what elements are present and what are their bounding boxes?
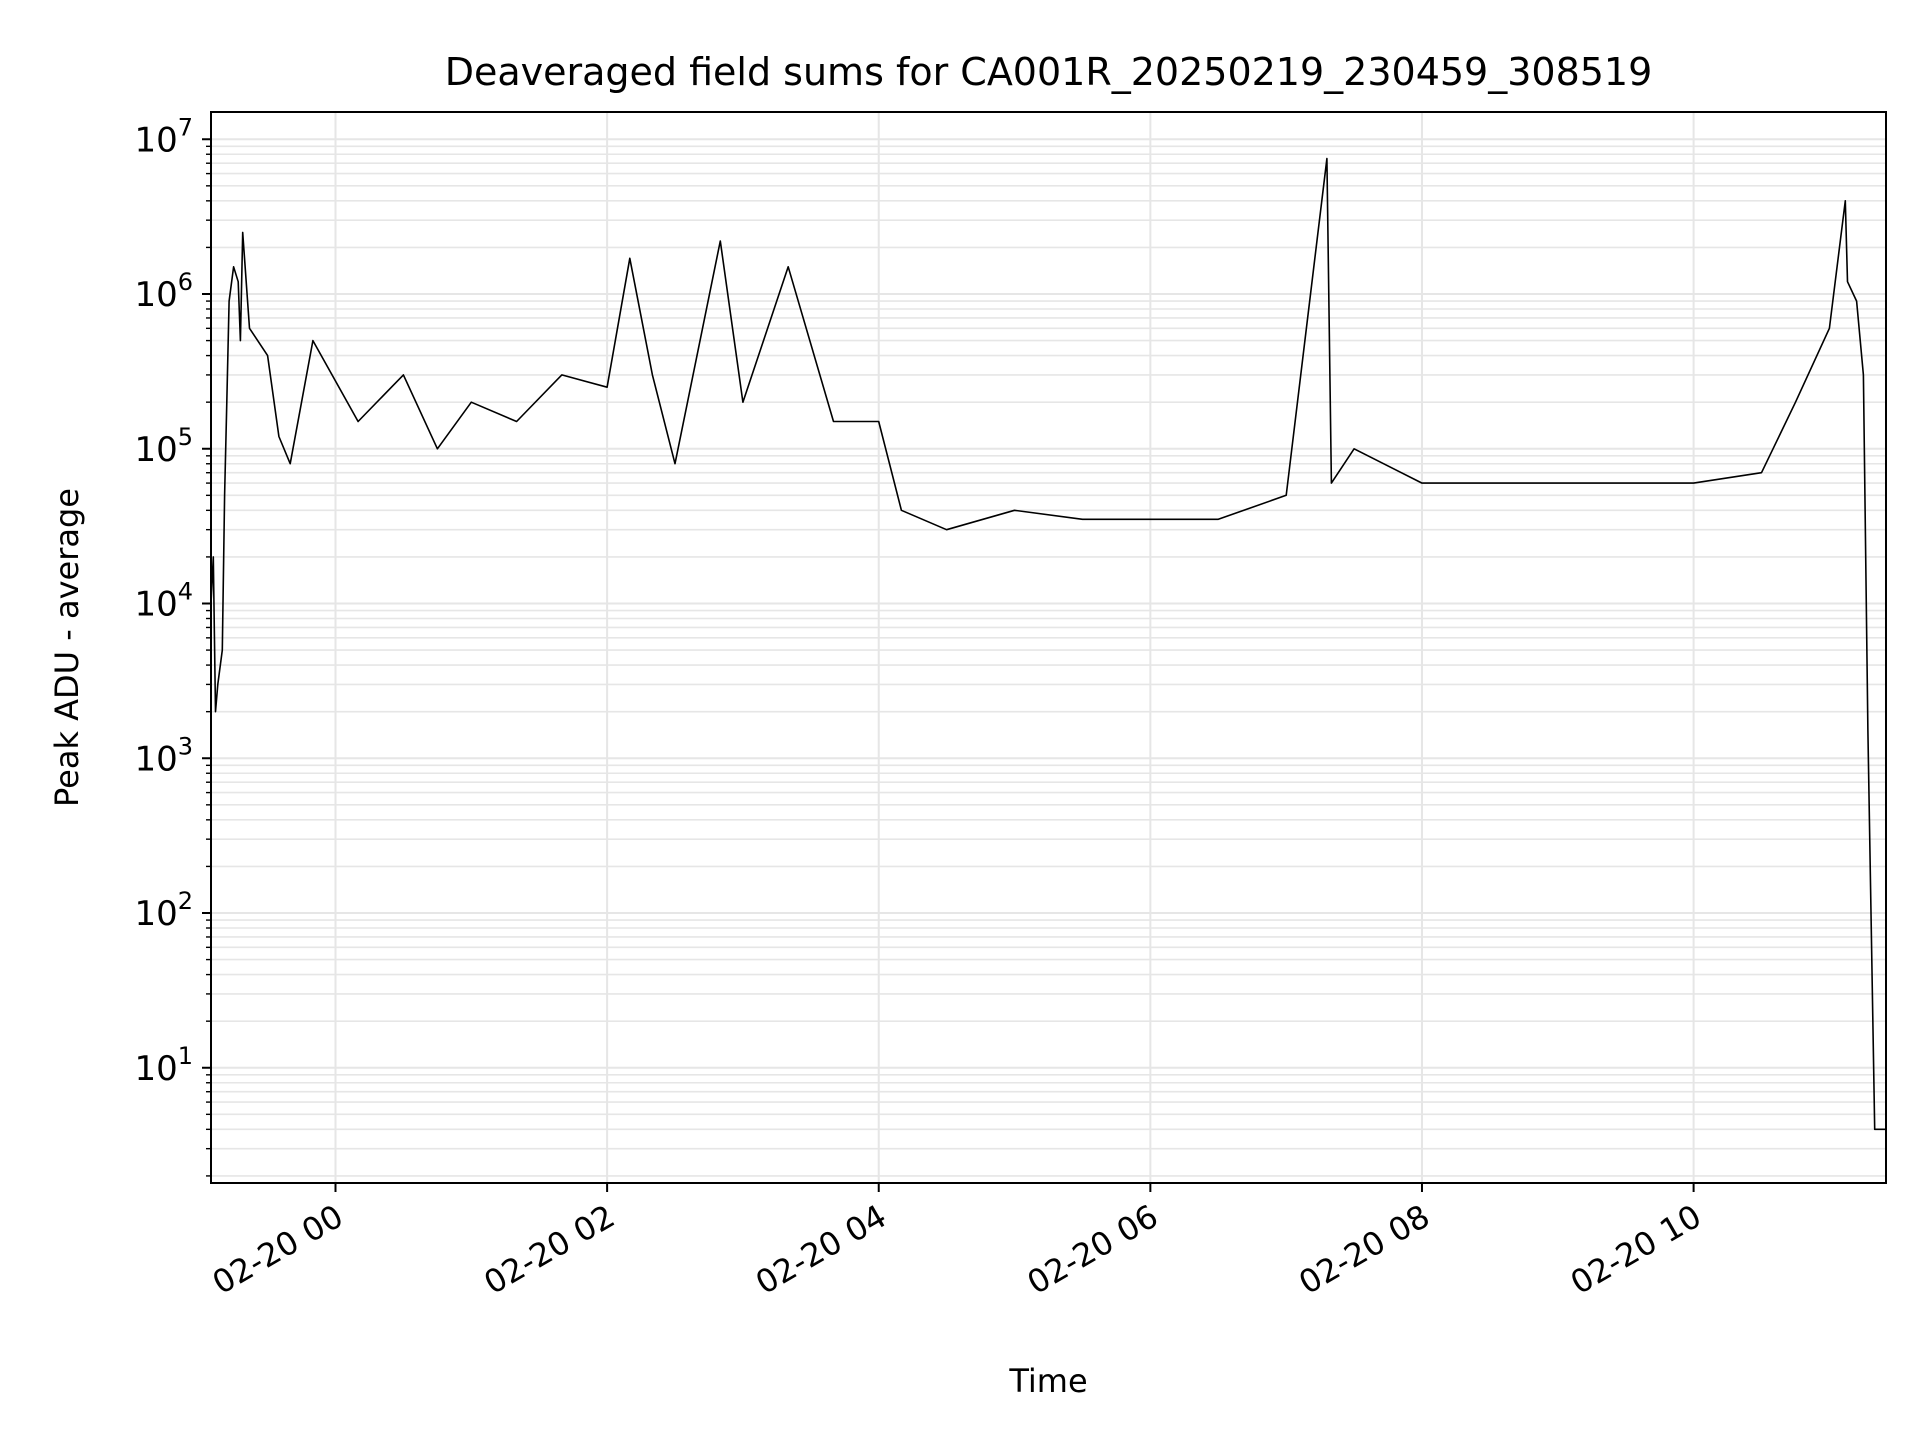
grid — [211, 112, 1886, 1183]
x-axis-label: Time — [1008, 1362, 1087, 1400]
y-tick-label: 103 — [134, 732, 193, 779]
y-tick-label: 105 — [134, 423, 193, 470]
y-axis-label: Peak ADU - average — [48, 488, 86, 807]
y-tick-label: 107 — [134, 113, 193, 160]
y-tick-label: 106 — [134, 268, 193, 315]
series-line — [210, 157, 1886, 1131]
y-tick-label: 102 — [134, 887, 193, 934]
chart-title: Deaveraged field sums for CA001R_2025021… — [445, 50, 1653, 94]
series-layer — [210, 157, 1886, 1131]
plot-frame — [210, 111, 1887, 1184]
y-tick-label: 104 — [134, 578, 193, 625]
y-tick-label: 101 — [134, 1042, 193, 1089]
